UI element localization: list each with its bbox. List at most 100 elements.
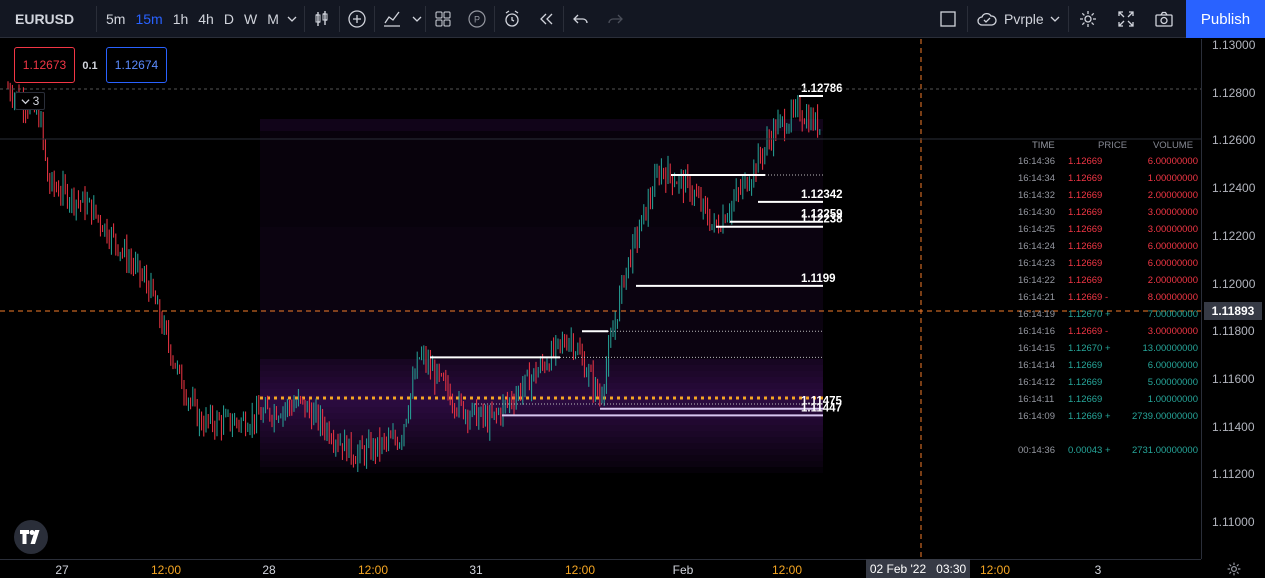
volume-profile-bar <box>260 335 823 341</box>
chart-pane[interactable]: 1.12786 1.12342 1.12259 1.12238 1.1199 1.1147… <box>0 39 1201 559</box>
interval-5m[interactable]: 5m <box>106 10 126 27</box>
axis-settings-icon[interactable] <box>1226 561 1242 577</box>
trade-time: 16:14:12 <box>1018 377 1055 388</box>
buy-button[interactable]: 1.12674 <box>106 47 167 83</box>
trade-time: 16:14:32 <box>1018 190 1055 201</box>
volume-profile-bar <box>260 389 823 395</box>
interval-4h[interactable]: 4h <box>198 10 214 27</box>
summary-price: 0.00043 + <box>1068 445 1111 456</box>
indicators-icon[interactable] <box>340 0 374 38</box>
time-and-sales-row: 16:14:32 1.12669 2.00000000 <box>1018 187 1198 204</box>
toolbar-right-group: Pvrple <box>929 0 1183 38</box>
fullscreen-toggle-icon[interactable] <box>929 0 967 38</box>
volume-profile-bar <box>260 281 823 287</box>
price-level-label: 1.1199 <box>801 273 836 285</box>
trade-volume: 7.00000000 <box>1147 309 1198 320</box>
volume-profile-bar <box>260 263 823 269</box>
templates-icon[interactable] <box>426 0 460 38</box>
volume-profile-bar <box>260 125 823 131</box>
trade-volume: 3.00000000 <box>1147 326 1198 337</box>
volume-profile-bar <box>260 383 823 389</box>
time-axis[interactable]: 27 12:00 28 12:00 31 12:00 Feb 12:00 12:00 3 <box>0 559 1201 578</box>
trade-price: 1.12669 - <box>1068 292 1109 303</box>
trade-time: 16:14:30 <box>1018 207 1055 218</box>
volume-profile-bar <box>260 431 823 437</box>
time-axis-label: Feb <box>672 563 694 577</box>
volume-profile-bar <box>260 329 823 335</box>
indicator-count: 3 <box>32 94 40 108</box>
interval-dropdown-chevron-icon[interactable] <box>284 0 300 38</box>
volume-profile-bar <box>260 227 823 233</box>
symbol-search-button[interactable]: EURUSD <box>15 10 75 27</box>
trade-volume: 13.00000000 <box>1142 343 1198 354</box>
interval-w[interactable]: W <box>243 10 258 27</box>
volume-profile-bar <box>260 269 823 275</box>
volume-profile-bar <box>260 221 823 227</box>
toolbar-divider <box>373 5 375 32</box>
camera-icon[interactable] <box>1145 0 1183 38</box>
time-and-sales-row: 16:14:22 1.12669 2.00000000 <box>1018 272 1198 289</box>
toolbar-divider <box>967 6 968 32</box>
trade-time: 16:14:11 <box>1018 394 1055 405</box>
cloud-icon <box>977 12 997 26</box>
crosshair-date: 02 Feb '22 <box>869 561 927 576</box>
sell-button[interactable]: 1.12673 <box>14 47 75 83</box>
time-and-sales-row: 16:14:11 1.12669 1.00000000 <box>1018 391 1198 408</box>
volume-profile-bar <box>260 365 823 371</box>
time-and-sales-row: 16:14:25 1.12669 3.00000000 <box>1018 221 1198 238</box>
trade-time: 16:14:25 <box>1018 224 1055 235</box>
time-and-sales-row: 16:14:24 1.12669 6.00000000 <box>1018 238 1198 255</box>
redo-icon[interactable] <box>598 0 632 38</box>
settings-icon[interactable] <box>1069 0 1107 38</box>
trade-volume: 1.00000000 <box>1147 394 1198 405</box>
volume-profile-bar <box>260 173 823 179</box>
undo-icon[interactable] <box>564 0 598 38</box>
time-axis-label: 12:00 <box>771 563 803 577</box>
tradingview-logo[interactable] <box>14 520 48 554</box>
layout-menu-button[interactable]: Pvrple <box>968 0 1068 38</box>
replay-icon[interactable] <box>529 0 563 38</box>
interval-m[interactable]: M <box>267 10 279 27</box>
trade-price: 1.12669 <box>1068 360 1103 371</box>
trade-price: 1.12670 + <box>1068 343 1111 354</box>
price-axis-label: 1.11800 <box>1212 324 1255 339</box>
bar-style-icon[interactable] <box>305 0 339 38</box>
time-and-sales-row: 16:14:34 1.12669 1.00000000 <box>1018 170 1198 187</box>
interval-15m[interactable]: 15m <box>135 10 163 27</box>
buy-price: 1.12674 <box>114 58 159 72</box>
maximize-icon[interactable] <box>1107 0 1145 38</box>
chart-type-icon[interactable] <box>375 0 409 38</box>
publish-button[interactable]: Publish <box>1186 0 1265 38</box>
interval-d[interactable]: D <box>223 10 234 27</box>
trade-volume: 6.00000000 <box>1147 156 1198 167</box>
interval-group: 5m 15m 1h 4h D W M <box>97 0 304 38</box>
indicators-collapse-button[interactable]: 3 <box>15 92 45 110</box>
trade-time: 16:14:14 <box>1018 360 1055 371</box>
trade-price: 1.12669 <box>1068 173 1103 184</box>
trade-volume: 2739.00000000 <box>1131 411 1198 422</box>
trade-time: 16:14:21 <box>1018 292 1055 303</box>
chart-type-chevron-icon[interactable] <box>409 0 425 38</box>
time-and-sales-row: 16:14:19 1.12670 + 7.00000000 <box>1018 306 1198 323</box>
volume-profile-bar <box>260 377 823 383</box>
volume-profile-bar <box>260 185 823 191</box>
trade-time: 16:14:22 <box>1018 275 1055 286</box>
time-axis-label: 12:00 <box>979 563 1011 577</box>
toolbar-divider <box>1067 6 1069 32</box>
trade-price: 1.12669 <box>1068 190 1103 201</box>
time-and-sales-row: 16:14:12 1.12669 5.00000000 <box>1018 374 1198 391</box>
volume-profile-bar <box>260 323 823 329</box>
volume-profile-bar <box>260 461 823 467</box>
price-axis[interactable]: 1.11893 1.13000 1.12800 1.12600 1.12400 1.12… <box>1201 38 1265 559</box>
pine-icon[interactable]: P <box>460 0 494 38</box>
volume-profile-bar <box>260 299 823 305</box>
trade-time: 16:14:15 <box>1018 343 1055 354</box>
price-axis-label: 1.11200 <box>1212 467 1255 482</box>
interval-1h[interactable]: 1h <box>172 10 189 27</box>
time-axis-label: 28 <box>262 563 276 577</box>
volume-profile-bar <box>260 311 823 317</box>
alert-icon[interactable] <box>495 0 529 38</box>
volume-profile-bar <box>260 353 823 359</box>
time-axis-label: 12:00 <box>357 563 389 577</box>
